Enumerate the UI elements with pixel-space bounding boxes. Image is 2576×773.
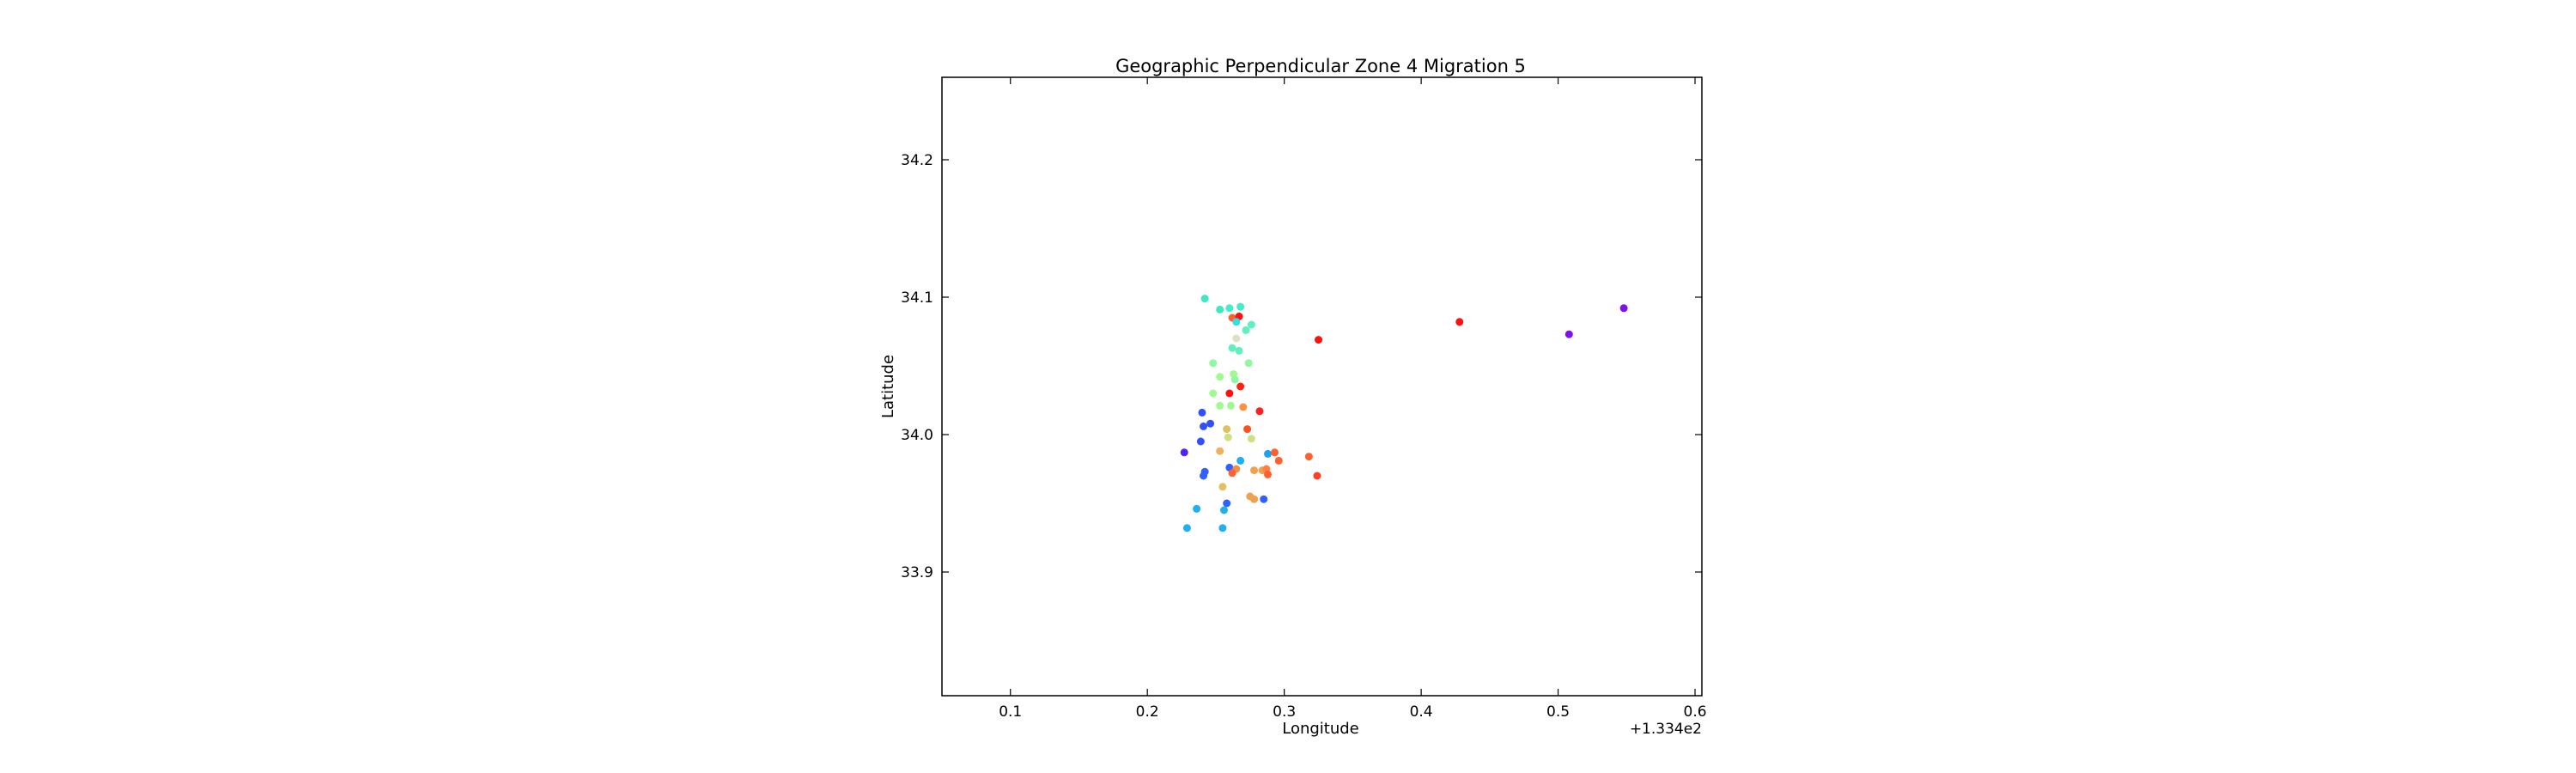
data-point <box>1247 320 1255 329</box>
data-point <box>1209 389 1218 398</box>
data-point <box>1225 389 1234 398</box>
data-point <box>1216 401 1224 410</box>
data-point <box>1228 344 1236 352</box>
data-point <box>1180 448 1188 457</box>
chart-title: Geographic Perpendicular Zone 4 Migratio… <box>1115 56 1526 76</box>
data-point <box>1216 447 1224 455</box>
data-point <box>1224 433 1232 441</box>
x-tick-label: 0.6 <box>1684 703 1707 721</box>
data-point <box>1244 359 1253 368</box>
data-point <box>1216 373 1224 381</box>
data-point <box>1182 524 1191 533</box>
data-point <box>1304 453 1313 461</box>
x-tick-label: 0.3 <box>1273 703 1296 721</box>
data-point <box>1219 506 1228 514</box>
data-points <box>1180 295 1628 533</box>
data-point <box>1228 469 1236 478</box>
data-point <box>1242 326 1250 334</box>
data-point <box>1264 470 1273 478</box>
data-point <box>1260 495 1268 503</box>
y-tick-label: 34.2 <box>901 152 933 169</box>
data-point <box>1230 375 1239 384</box>
data-point <box>1232 334 1241 343</box>
data-point <box>1206 419 1215 428</box>
data-point <box>1198 408 1206 417</box>
y-tick-label: 33.9 <box>901 564 933 581</box>
plot-area <box>941 76 1703 697</box>
data-point <box>1315 336 1323 344</box>
data-point <box>1209 359 1218 368</box>
data-point <box>1313 472 1321 480</box>
data-point <box>1274 456 1283 465</box>
x-tick-label: 0.2 <box>1136 703 1159 721</box>
data-point <box>1250 495 1259 503</box>
data-point <box>1223 499 1231 508</box>
data-point <box>1619 304 1628 313</box>
data-point <box>1196 437 1205 446</box>
data-point <box>1236 456 1245 465</box>
data-point <box>1239 403 1248 411</box>
x-tick-label: 0.1 <box>999 703 1022 721</box>
data-point <box>1216 305 1224 313</box>
data-point <box>1218 483 1227 491</box>
data-point <box>1225 304 1234 313</box>
data-point <box>1200 295 1209 303</box>
data-point <box>1200 422 1208 430</box>
data-point <box>1247 435 1255 443</box>
data-point <box>1243 425 1252 434</box>
data-point <box>1193 504 1201 513</box>
y-tick-label: 34.1 <box>901 289 933 307</box>
y-tick-label: 34.0 <box>901 427 933 444</box>
data-point <box>1250 466 1259 475</box>
x-tick-label: 0.4 <box>1410 703 1433 721</box>
data-point <box>1264 449 1273 458</box>
x-axis-label: Longitude <box>1282 720 1359 738</box>
data-point <box>1223 425 1231 434</box>
data-point <box>1218 524 1227 533</box>
y-axis-label: Latitude <box>879 355 897 418</box>
data-point <box>1226 401 1235 410</box>
data-point <box>1235 346 1243 355</box>
data-point <box>1255 407 1264 416</box>
data-point <box>1236 302 1245 311</box>
x-offset-label: +1.334e2 <box>1630 721 1702 738</box>
data-point <box>1270 448 1279 457</box>
data-point <box>1232 318 1241 326</box>
x-tick-label: 0.5 <box>1546 703 1570 721</box>
data-point <box>1200 472 1208 480</box>
data-point <box>1236 382 1245 391</box>
data-point <box>1455 318 1464 326</box>
axis-ticks: 0.1 0.2 0.3 0.4 0.5 0.6 33.9 34.0 34.1 34.2 <box>901 77 1707 721</box>
data-point <box>1564 330 1573 338</box>
